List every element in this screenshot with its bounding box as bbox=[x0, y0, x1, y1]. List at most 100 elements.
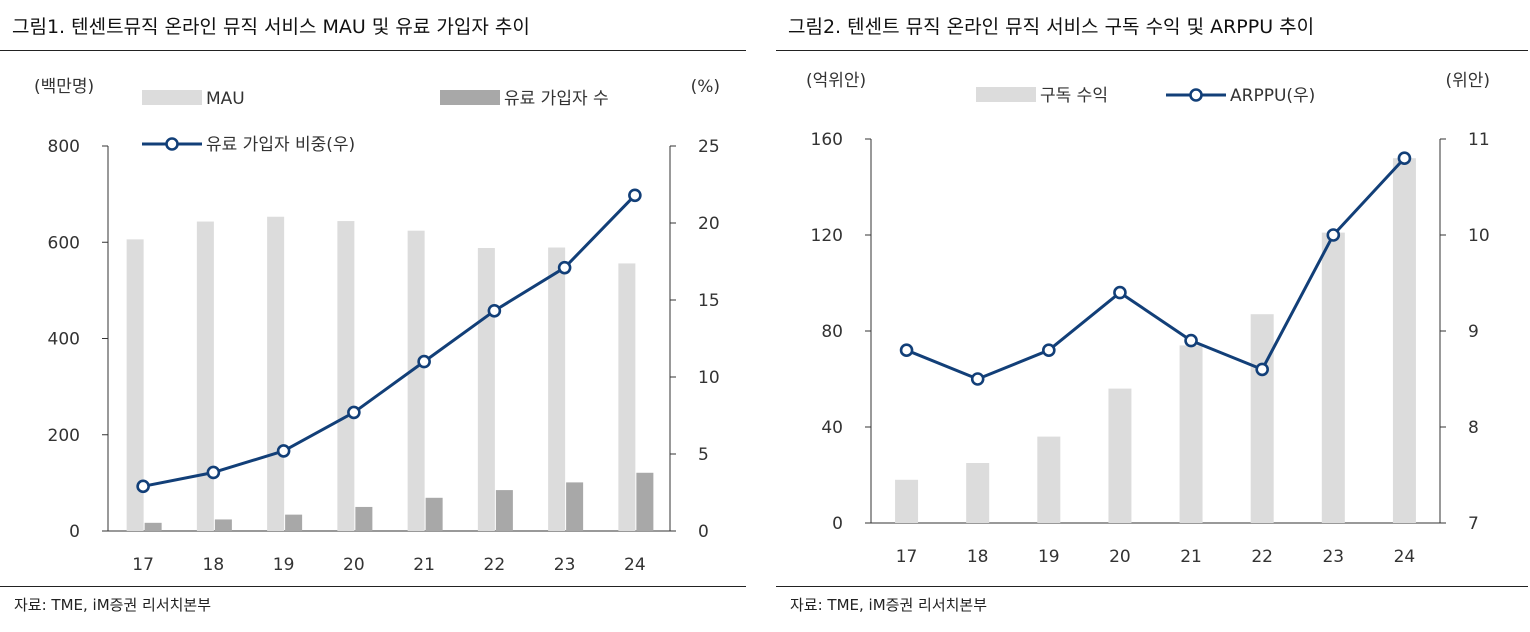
left-tick-label: 160 bbox=[811, 130, 843, 150]
bar-primary-20 bbox=[337, 221, 355, 531]
bar-secondary-20 bbox=[355, 506, 373, 531]
line-point-17 bbox=[136, 479, 150, 494]
legend-label: ARPPU(우) bbox=[1230, 86, 1315, 106]
bar-primary-18 bbox=[966, 463, 990, 523]
bar-secondary-23 bbox=[566, 482, 584, 531]
x-tick-label: 23 bbox=[554, 555, 576, 575]
right-tick-label: 5 bbox=[698, 445, 709, 465]
bar-secondary-22 bbox=[495, 490, 513, 531]
line-point-24 bbox=[1397, 151, 1412, 165]
bar-secondary-18 bbox=[214, 519, 232, 531]
left-tick-label: 400 bbox=[48, 330, 80, 350]
bar-primary-19 bbox=[267, 216, 285, 531]
x-tick-label: 23 bbox=[1322, 547, 1344, 567]
legend-marker bbox=[165, 137, 179, 151]
title-rule bbox=[0, 50, 746, 51]
chart-1-plot: 0 200 400 600 800 0 5 10 15 20 25 17 18 19 20 21 22 23 24 (… bbox=[34, 77, 720, 575]
line-point-19 bbox=[1042, 343, 1056, 358]
chart-2-plot: 0 40 80 120 160 7 8 9 10 11 17 18 19 20 21 22 23 24 (억위안) (… bbox=[806, 71, 1490, 567]
line-point-20 bbox=[347, 405, 361, 420]
right-tick-label: 10 bbox=[698, 368, 720, 388]
left-tick-label: 0 bbox=[69, 522, 80, 542]
chart-panel-2: 그림2. 텐센트 뮤직 온라인 뮤직 서비스 구독 수익 및 ARPPU 추이 … bbox=[776, 0, 1530, 632]
x-tick-label: 20 bbox=[343, 555, 365, 575]
title-rule bbox=[776, 50, 1528, 51]
x-tick-label: 17 bbox=[896, 547, 918, 567]
left-tick-label: 120 bbox=[811, 226, 843, 246]
left-axis-unit: (백만명) bbox=[34, 77, 94, 97]
bar-primary-24 bbox=[618, 263, 636, 531]
bar-primary-20 bbox=[1108, 388, 1132, 523]
right-tick-label: 8 bbox=[1468, 418, 1479, 438]
line-point-17 bbox=[899, 343, 914, 358]
right-tick-label: 25 bbox=[698, 137, 720, 157]
legend-swatch bbox=[440, 90, 500, 105]
x-tick-label: 21 bbox=[1180, 547, 1202, 567]
x-tick-label: 18 bbox=[967, 547, 989, 567]
bar-primary-23 bbox=[1321, 232, 1345, 523]
line-point-23 bbox=[557, 260, 572, 275]
x-tick-label: 19 bbox=[273, 555, 295, 575]
x-tick-label: 22 bbox=[1251, 547, 1273, 567]
line-point-20 bbox=[1113, 285, 1127, 300]
left-tick-label: 0 bbox=[832, 514, 843, 534]
bar-primary-19 bbox=[1037, 436, 1061, 523]
bar-secondary-19 bbox=[285, 514, 303, 531]
bar-primary-17 bbox=[895, 479, 919, 523]
legend-marker bbox=[1189, 88, 1203, 102]
legend-label: 유료 가입자 비중(우) bbox=[206, 135, 355, 155]
line-point-22 bbox=[1255, 362, 1269, 377]
line-point-21 bbox=[1184, 333, 1198, 348]
bar-primary-23 bbox=[548, 247, 566, 531]
chart-title: 그림1. 텐센트뮤직 온라인 뮤직 서비스 MAU 및 유료 가입자 추이 bbox=[12, 16, 530, 38]
right-tick-label: 0 bbox=[698, 522, 709, 542]
left-tick-label: 40 bbox=[821, 418, 843, 438]
right-tick-label: 20 bbox=[698, 214, 720, 234]
x-tick-label: 24 bbox=[1394, 547, 1416, 567]
legend-label: 구독 수익 bbox=[1040, 86, 1108, 106]
line-point-19 bbox=[276, 444, 291, 458]
x-tick-label: 18 bbox=[203, 555, 225, 575]
left-tick-label: 800 bbox=[48, 137, 80, 157]
line-point-18 bbox=[970, 372, 985, 386]
legend-swatch bbox=[142, 90, 202, 105]
source-note: 자료: TME, iM증권 리서치본부 bbox=[790, 596, 988, 614]
bar-primary-21 bbox=[407, 230, 425, 531]
line-point-23 bbox=[1326, 228, 1341, 242]
left-tick-label: 600 bbox=[48, 233, 80, 253]
x-tick-label: 22 bbox=[484, 555, 506, 575]
line-point-22 bbox=[487, 303, 502, 318]
source-rule bbox=[0, 586, 746, 587]
left-tick-label: 200 bbox=[48, 426, 80, 446]
bar-primary-22 bbox=[1250, 314, 1274, 523]
x-tick-label: 21 bbox=[413, 555, 435, 575]
bar-primary-24 bbox=[1392, 158, 1416, 523]
line-series bbox=[905, 157, 1406, 381]
x-tick-label: 19 bbox=[1038, 547, 1060, 567]
right-tick-label: 15 bbox=[698, 291, 720, 311]
x-tick-label: 17 bbox=[132, 555, 154, 575]
bar-secondary-17 bbox=[144, 522, 162, 531]
bar-primary-17 bbox=[126, 239, 144, 532]
legend-label: MAU bbox=[206, 89, 245, 109]
right-tick-label: 7 bbox=[1468, 514, 1479, 534]
x-tick-label: 24 bbox=[624, 555, 646, 575]
left-tick-label: 80 bbox=[821, 322, 843, 342]
bar-secondary-24 bbox=[636, 472, 654, 531]
line-point-18 bbox=[206, 465, 221, 480]
chart-title: 그림2. 텐센트 뮤직 온라인 뮤직 서비스 구독 수익 및 ARPPU 추이 bbox=[788, 16, 1315, 38]
legend-label: 유료 가입자 수 bbox=[504, 89, 609, 109]
right-tick-label: 11 bbox=[1468, 130, 1490, 150]
chart-panel-1: 그림1. 텐센트뮤직 온라인 뮤직 서비스 MAU 및 유료 가입자 추이 0 2… bbox=[0, 0, 750, 632]
line-point-21 bbox=[417, 354, 431, 369]
right-tick-label: 10 bbox=[1468, 226, 1490, 246]
line-point-24 bbox=[628, 188, 642, 203]
source-note: 자료: TME, iM증권 리서치본부 bbox=[14, 596, 212, 614]
bar-primary-18 bbox=[196, 221, 214, 531]
right-axis-unit: (위안) bbox=[1445, 71, 1490, 91]
bar-primary-21 bbox=[1179, 345, 1203, 523]
legend-swatch bbox=[976, 87, 1036, 102]
line-series bbox=[142, 194, 636, 488]
right-tick-label: 9 bbox=[1468, 322, 1479, 342]
right-axis-unit: (%) bbox=[691, 77, 720, 97]
